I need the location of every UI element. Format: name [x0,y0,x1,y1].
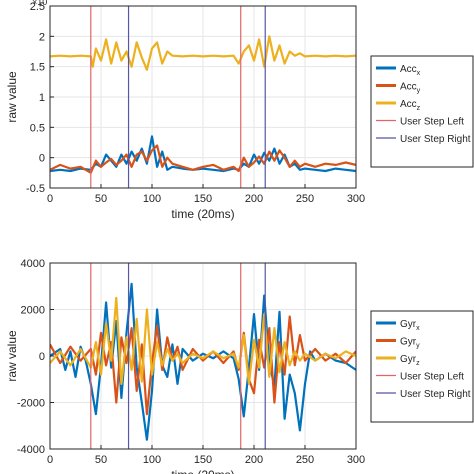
y-tick-label: 2.5 [30,1,45,13]
legend-entry: Gyrx [400,319,420,332]
legend-entry: Accz [400,99,421,112]
y-axis-label: raw value [5,330,19,382]
x-tick-label: 0 [47,193,53,205]
x-tick-label: 250 [296,454,314,466]
x-tick-label: 50 [95,193,107,205]
x-tick-label: 200 [245,454,263,466]
series-gyr-x [50,282,356,441]
x-tick-label: 300 [347,454,365,466]
legend-entry: Accy [400,82,421,95]
x-tick-label: 200 [245,193,263,205]
plot-area [50,6,356,188]
y-tick-label: -2000 [17,398,45,410]
x-tick-label: 150 [194,193,212,205]
x-tick-label: 300 [347,193,365,205]
y-tick-label: 2000 [21,305,45,317]
legend-entry: Accx [400,64,421,77]
series-acc-y [50,144,356,174]
gyroscope-panel: 0 50 100 150 200 250 300 -4000 -2000 0 2000 4000 tim… [5,258,474,474]
exponent-label: ×10 [32,0,47,7]
series-acc-z [50,35,356,71]
y-tick-label: 1.5 [30,62,45,74]
legend-entry: User Step Left [400,117,464,128]
legend: Gyrx Gyry Gyrz User Step Left User Step Righ… [370,310,474,423]
x-tick-label: 250 [296,193,314,205]
legend: Accx Accy Accz User Step Left User Step Righ… [370,55,474,168]
y-tick-label: 0 [39,351,45,363]
legend-box [370,55,474,168]
x-tick-label: 100 [143,454,161,466]
legend-entry: User Step Right [400,134,471,145]
y-axis-label: raw value [5,71,19,123]
plot-area [50,263,356,449]
series-gyr-z [50,296,356,385]
x-axis-label: time (20ms) [171,468,234,474]
x-tick-label: 50 [95,454,107,466]
x-tick-label: 0 [47,454,53,466]
y-tick-label: -4000 [17,444,45,456]
y-tick-label: -0.5 [26,183,45,195]
y-tick-label: 1 [39,92,45,104]
x-axis-label: time (20ms) [171,207,234,221]
legend-entry: User Step Left [400,372,464,383]
legend-entry: Gyry [400,337,420,350]
y-tick-label: 2 [39,31,45,43]
x-tick-label: 100 [143,193,161,205]
y-tick-label: 0 [39,153,45,165]
legend-box [370,310,474,423]
x-tick-label: 150 [194,454,212,466]
y-tick-label: 0.5 [30,122,45,134]
legend-entry: Gyrz [400,354,420,367]
y-tick-label: 4000 [21,258,45,270]
legend-entry: User Step Right [400,389,471,400]
